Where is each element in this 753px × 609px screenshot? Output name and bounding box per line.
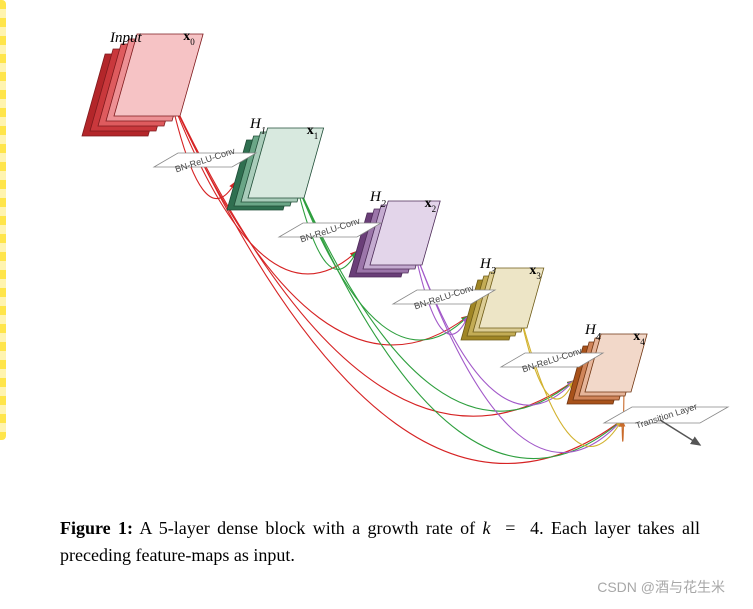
layer-H3 <box>461 268 544 340</box>
layer-title: Input <box>109 30 142 46</box>
layer-title: H2 <box>369 189 386 210</box>
layer-H4 <box>567 334 647 404</box>
figure-caption: Figure 1: A 5-layer dense block with a g… <box>60 515 700 569</box>
layer-title: H1 <box>249 116 266 137</box>
caption-bold: Figure 1: <box>60 518 133 538</box>
connection-curve <box>170 96 622 464</box>
layer-H2 <box>349 201 440 277</box>
layer-input <box>82 34 203 136</box>
watermark-text: CSDN @酒与花生米 <box>597 577 725 597</box>
layer-H1 <box>227 128 324 210</box>
skip-connections <box>170 96 624 464</box>
layer-title: H4 <box>584 322 601 343</box>
caption-text: A 5-layer dense block with a growth rate… <box>60 518 700 565</box>
output-arrow <box>660 420 700 445</box>
layer-title: H3 <box>479 256 496 277</box>
denseblock-diagram: Inputx0H1x1H2x2H3x3H4x4BN-ReLU-ConvBN-Re… <box>0 0 753 500</box>
